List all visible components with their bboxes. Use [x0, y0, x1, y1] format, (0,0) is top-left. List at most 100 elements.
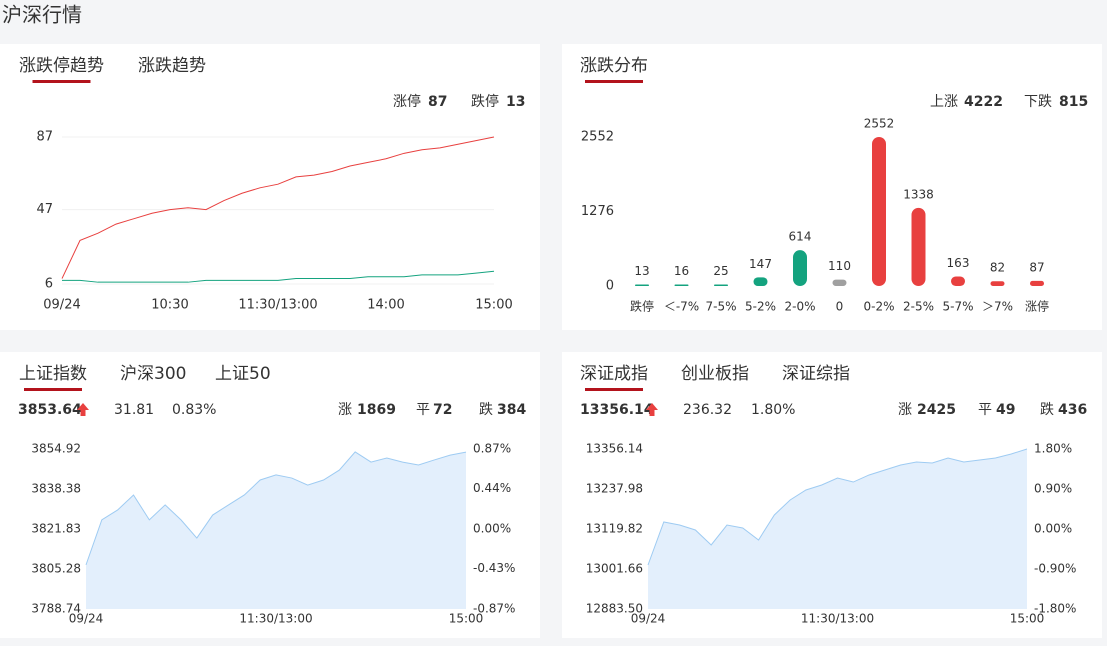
tab[interactable]: 创业板指 [681, 364, 749, 384]
y-tick-label: 3854.92 [31, 442, 81, 456]
tab[interactable]: 上证指数 [19, 364, 87, 384]
x-tick-label: 2-5% [903, 300, 934, 314]
legend-value: 4222 [964, 94, 1003, 110]
tab[interactable]: 涨跌分布 [580, 56, 648, 76]
value-label: 1338 [903, 187, 934, 201]
tab[interactable]: 涨跌停趋势 [19, 56, 104, 76]
legend-label: 上涨 [930, 94, 958, 110]
y2-tick-label: 0.00% [1034, 522, 1072, 536]
value-label: 163 [947, 256, 970, 270]
x-tick-label: 0 [836, 300, 844, 314]
tab[interactable]: 深证综指 [782, 364, 850, 384]
bar [911, 207, 926, 286]
y-tick-label: 3838.38 [31, 481, 81, 495]
tab-underline [585, 80, 643, 83]
tab-underline [24, 388, 82, 391]
y2-tick-label: -1.80% [1034, 602, 1076, 616]
y-tick-label: 13237.98 [586, 482, 643, 496]
stat-value: 436 [1058, 402, 1087, 418]
bar [872, 137, 886, 286]
tab[interactable]: 涨跌趋势 [138, 56, 206, 76]
y2-tick-label: 1.80% [1034, 442, 1072, 456]
x-tick-label: ＞7% [982, 300, 1013, 314]
panel [562, 44, 1102, 330]
tab[interactable]: 上证50 [215, 364, 271, 384]
y2-tick-label: 0.44% [473, 481, 511, 495]
x-tick-label: 14:00 [367, 298, 404, 313]
line [62, 270, 495, 283]
up-arrow [77, 403, 89, 416]
value-label: 13 [634, 264, 649, 278]
x-tick-label: 11:30/13:00 [801, 612, 874, 626]
value-label: 82 [990, 261, 1005, 275]
stat-label: 涨 [898, 402, 912, 418]
y-tick-label: 2552 [581, 130, 614, 145]
x-tick-label: 15:00 [1010, 612, 1045, 626]
bar [951, 276, 965, 286]
line [85, 451, 467, 566]
stat-value: 384 [497, 402, 526, 418]
y-tick-label: 6 [45, 277, 53, 292]
value-label: 87 [1029, 260, 1044, 274]
x-tick-label: ＜-7% [664, 300, 699, 314]
tab-underline [585, 388, 643, 391]
bar [1030, 280, 1044, 286]
legend-label: 跌停 [471, 93, 499, 110]
bar [793, 250, 807, 286]
y-tick-label: 47 [36, 202, 53, 217]
legend-value: 87 [428, 94, 447, 110]
y-tick-label: 13356.14 [586, 442, 643, 456]
x-tick-label: 7-5% [705, 300, 736, 314]
x-tick-label: 跌停 [630, 299, 654, 314]
change: 236.32 [683, 402, 732, 418]
legend-value: 13 [506, 94, 525, 110]
y2-tick-label: -0.90% [1034, 562, 1076, 576]
stat-value: 1869 [357, 402, 396, 418]
panel [0, 44, 540, 330]
bar [674, 284, 689, 286]
x-tick-label: 15:00 [449, 612, 484, 626]
x-tick-label: 09/24 [69, 612, 104, 626]
y-tick-label: 3788.74 [31, 602, 81, 616]
tab[interactable]: 深证成指 [580, 364, 648, 384]
bar [990, 281, 1005, 286]
stat-value: 2425 [917, 402, 956, 418]
change-pct: 1.80% [751, 402, 795, 418]
page-title: 沪深行情 [2, 3, 82, 27]
tab[interactable]: 沪深300 [120, 364, 186, 384]
y2-tick-label: 0.87% [473, 442, 511, 456]
change-pct: 0.83% [172, 402, 216, 418]
stat-label: 平 [978, 402, 992, 418]
area [648, 449, 1027, 609]
value-label: 16 [674, 264, 689, 278]
price: 13356.14 [580, 402, 654, 418]
change: 31.81 [114, 402, 154, 418]
x-tick-label: 10:30 [151, 298, 188, 313]
y2-tick-label: -0.87% [473, 602, 515, 616]
x-tick-label: 11:30/13:00 [239, 612, 312, 626]
y2-tick-label: -0.43% [473, 561, 515, 575]
stat-label: 涨 [338, 402, 352, 418]
price: 3853.64 [18, 402, 82, 418]
legend-value: 815 [1059, 94, 1088, 110]
value-label: 110 [828, 259, 851, 273]
up-arrow [646, 403, 658, 416]
stat-value: 49 [996, 402, 1015, 418]
area [86, 451, 466, 609]
x-tick-label: 11:30/13:00 [238, 298, 317, 313]
x-tick-label: 5-7% [942, 300, 973, 314]
y-tick-label: 1276 [581, 204, 614, 219]
x-tick-label: 09/24 [43, 298, 80, 313]
x-tick-label: 15:00 [475, 298, 512, 313]
line [647, 448, 1028, 566]
bar [832, 279, 847, 286]
y-tick-label: 3821.83 [31, 522, 81, 536]
tab-underline [32, 80, 91, 83]
value-label: 147 [749, 257, 772, 271]
value-label: 614 [789, 230, 812, 244]
x-tick-label: 09/24 [631, 612, 666, 626]
value-label: 2552 [864, 117, 895, 131]
x-tick-label: 2-0% [784, 300, 815, 314]
